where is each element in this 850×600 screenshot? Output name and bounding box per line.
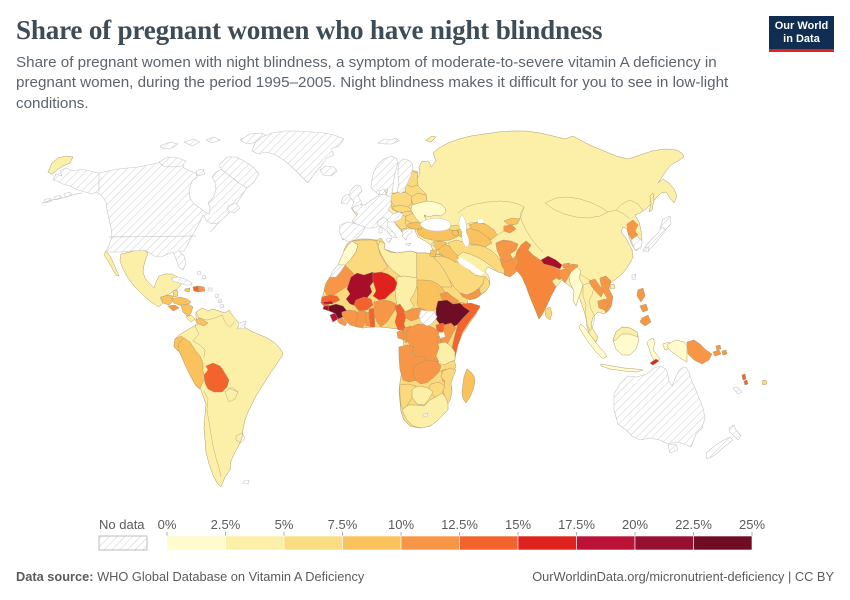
svg-text:5%: 5% [275,517,294,532]
svg-text:25%: 25% [739,517,765,532]
svg-text:2.5%: 2.5% [211,517,241,532]
svg-text:No data: No data [99,517,145,532]
svg-text:15%: 15% [505,517,531,532]
svg-text:22.5%: 22.5% [675,517,712,532]
svg-text:12.5%: 12.5% [441,517,478,532]
svg-text:10%: 10% [388,517,414,532]
svg-text:17.5%: 17.5% [558,517,595,532]
svg-text:20%: 20% [622,517,648,532]
svg-text:0%: 0% [158,517,177,532]
svg-text:7.5%: 7.5% [328,517,358,532]
